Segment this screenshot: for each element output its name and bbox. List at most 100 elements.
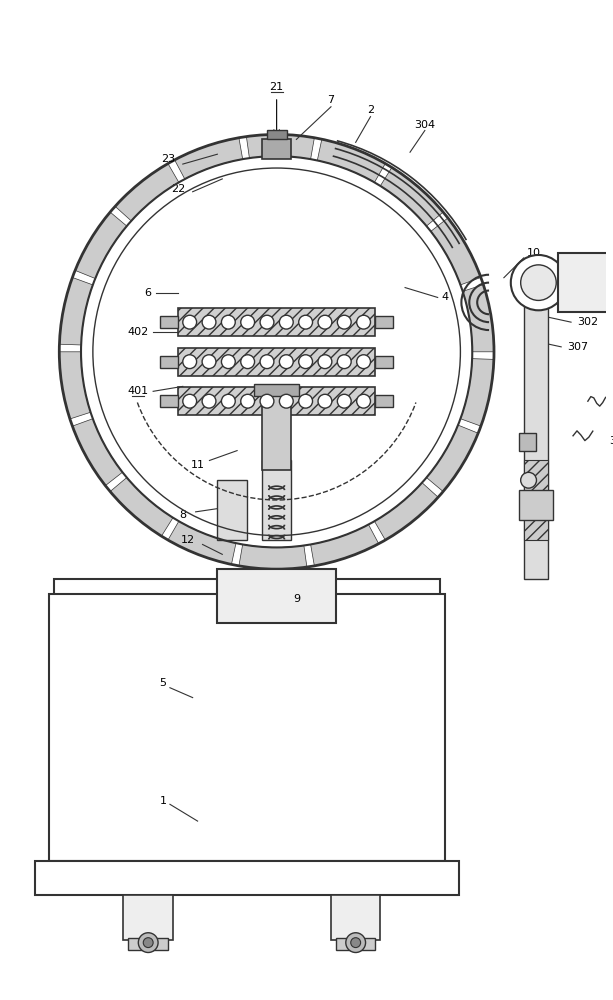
Circle shape — [299, 394, 313, 408]
Text: 4: 4 — [441, 292, 448, 302]
Text: 11: 11 — [191, 460, 205, 470]
Bar — [34, 861, 459, 895]
Bar — [524, 460, 549, 540]
Wedge shape — [59, 352, 91, 419]
Circle shape — [346, 933, 365, 953]
Bar — [519, 490, 554, 520]
Text: 304: 304 — [414, 120, 435, 130]
Circle shape — [318, 355, 332, 369]
Bar — [178, 308, 375, 336]
Bar — [160, 316, 178, 328]
Text: 23: 23 — [161, 154, 175, 164]
Circle shape — [241, 315, 254, 329]
Text: 21: 21 — [270, 82, 284, 92]
Bar — [160, 395, 178, 407]
Circle shape — [183, 394, 197, 408]
Wedge shape — [175, 138, 243, 179]
Circle shape — [280, 315, 293, 329]
Bar — [262, 139, 291, 159]
Wedge shape — [311, 525, 379, 566]
Wedge shape — [75, 212, 127, 279]
Circle shape — [139, 933, 158, 953]
Bar — [50, 594, 444, 861]
Text: 6: 6 — [145, 288, 151, 298]
Text: 5: 5 — [159, 678, 167, 688]
Bar — [262, 460, 291, 540]
Circle shape — [280, 355, 293, 369]
Text: 401: 401 — [128, 386, 149, 396]
Circle shape — [221, 394, 235, 408]
Circle shape — [337, 315, 351, 329]
Wedge shape — [427, 425, 478, 492]
Bar — [123, 895, 173, 940]
Bar — [129, 938, 168, 950]
Wedge shape — [168, 521, 236, 564]
Circle shape — [260, 394, 274, 408]
Circle shape — [183, 315, 197, 329]
Circle shape — [357, 315, 370, 329]
Circle shape — [202, 315, 216, 329]
Bar — [267, 130, 286, 139]
Wedge shape — [375, 483, 438, 540]
Text: 7: 7 — [327, 95, 335, 105]
Bar — [519, 433, 536, 451]
Circle shape — [318, 394, 332, 408]
Wedge shape — [431, 218, 481, 285]
Bar — [262, 391, 291, 470]
Text: 302: 302 — [577, 317, 598, 327]
Circle shape — [221, 355, 235, 369]
Text: 22: 22 — [170, 184, 185, 194]
Bar — [160, 356, 178, 368]
Bar — [331, 895, 381, 940]
Bar — [178, 348, 375, 376]
Wedge shape — [318, 139, 386, 182]
Wedge shape — [59, 277, 93, 345]
Bar — [375, 356, 393, 368]
Text: 12: 12 — [181, 535, 195, 545]
Wedge shape — [463, 285, 494, 352]
Circle shape — [337, 394, 351, 408]
Circle shape — [351, 938, 360, 948]
Circle shape — [202, 355, 216, 369]
Bar — [218, 480, 247, 540]
Circle shape — [260, 315, 274, 329]
Circle shape — [221, 315, 235, 329]
Text: 10: 10 — [527, 248, 541, 258]
Bar — [558, 253, 612, 312]
Circle shape — [183, 355, 197, 369]
Text: 402: 402 — [128, 327, 149, 337]
Bar — [55, 579, 440, 737]
Circle shape — [520, 472, 536, 488]
Bar — [254, 384, 299, 396]
Text: 9: 9 — [293, 594, 300, 604]
Text: 307: 307 — [568, 342, 588, 352]
Text: 303: 303 — [577, 283, 598, 293]
Circle shape — [143, 938, 153, 948]
Bar — [218, 569, 336, 623]
Text: 8: 8 — [179, 510, 186, 520]
Bar — [375, 316, 393, 328]
Circle shape — [357, 355, 370, 369]
Wedge shape — [72, 419, 123, 486]
Wedge shape — [239, 544, 307, 569]
Wedge shape — [460, 359, 494, 426]
Text: 1: 1 — [159, 796, 167, 806]
Circle shape — [511, 255, 566, 310]
Circle shape — [520, 265, 556, 300]
Bar — [375, 395, 393, 407]
Wedge shape — [246, 134, 314, 159]
Text: 2: 2 — [367, 105, 374, 115]
Wedge shape — [110, 478, 173, 536]
Wedge shape — [380, 167, 443, 226]
Bar — [336, 938, 375, 950]
Circle shape — [241, 355, 254, 369]
Bar — [178, 387, 375, 415]
Circle shape — [299, 315, 313, 329]
Circle shape — [202, 394, 216, 408]
Text: 3: 3 — [609, 436, 613, 446]
Circle shape — [260, 355, 274, 369]
Circle shape — [337, 355, 351, 369]
Circle shape — [299, 355, 313, 369]
Circle shape — [280, 394, 293, 408]
Circle shape — [357, 394, 370, 408]
